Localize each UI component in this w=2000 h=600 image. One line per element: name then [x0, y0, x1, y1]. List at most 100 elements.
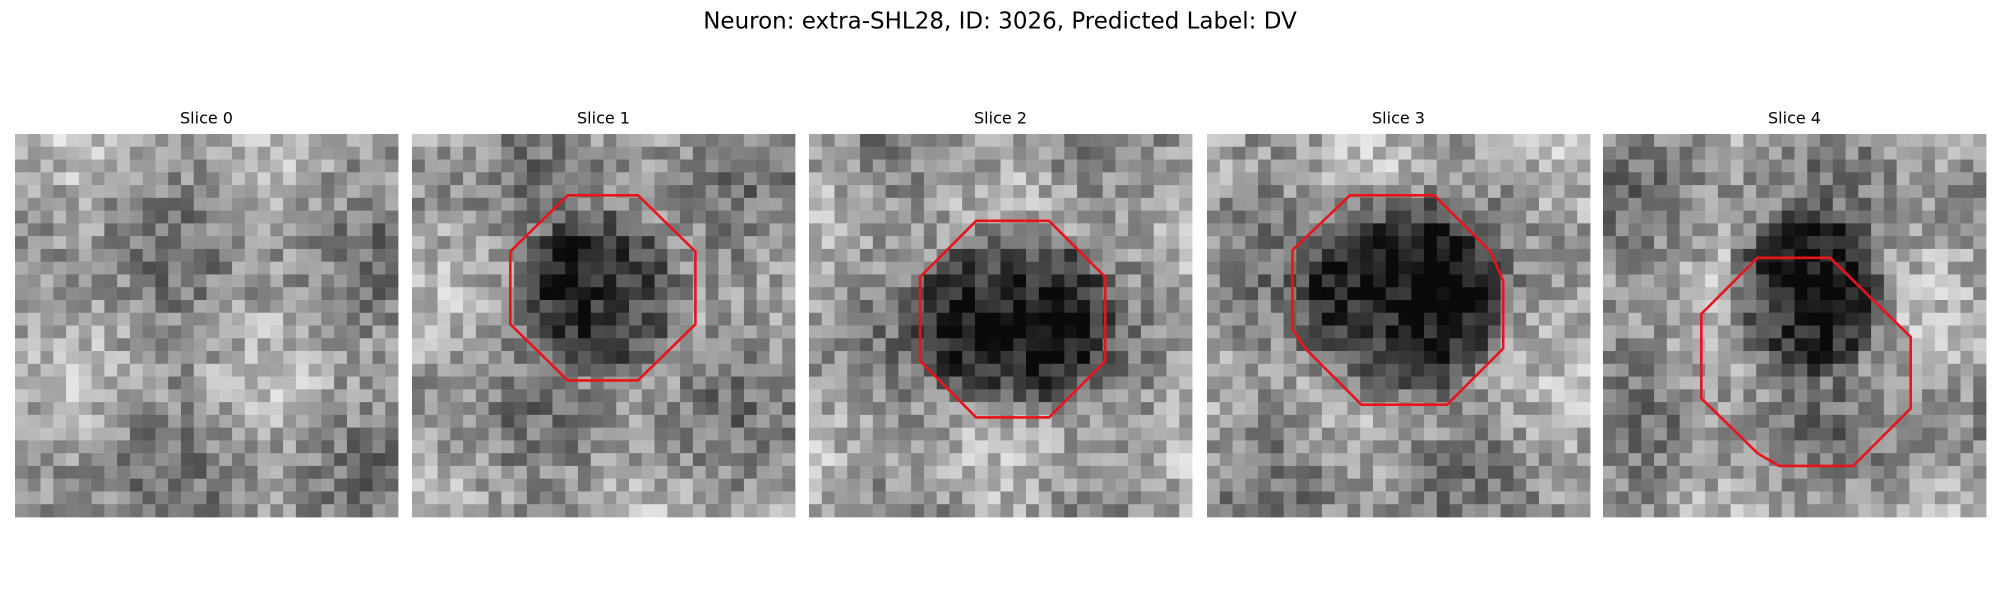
pixel: [1858, 197, 1872, 211]
pixel: [1756, 146, 1770, 160]
pixel: [142, 338, 156, 352]
pixel: [193, 414, 207, 429]
pixel: [885, 261, 899, 275]
pixel: [1615, 261, 1629, 275]
pixel: [1577, 261, 1591, 275]
pixel: [1115, 261, 1129, 275]
pixel: [244, 223, 258, 237]
pixel: [1717, 134, 1732, 148]
pixel: [117, 134, 131, 148]
pixel: [1768, 197, 1783, 211]
pixel: [1089, 223, 1104, 237]
pixel: [1296, 427, 1310, 441]
pixel: [1026, 197, 1040, 211]
pixel: [1296, 134, 1310, 148]
pixel: [872, 172, 886, 186]
pixel: [821, 248, 835, 263]
pixel: [847, 223, 861, 237]
pixel: [1487, 185, 1502, 199]
pixel: [1207, 363, 1221, 377]
pixel: [1026, 465, 1040, 480]
pixel: [680, 185, 694, 199]
pixel: [412, 402, 426, 416]
pixel: [1526, 402, 1540, 416]
pixel: [1500, 261, 1514, 275]
pixel: [692, 197, 707, 211]
pixel: [155, 389, 169, 403]
pixel: [1603, 363, 1617, 377]
pixel: [1526, 338, 1540, 352]
pixel: [155, 453, 169, 467]
pixel: [1321, 287, 1336, 301]
pixel: [1705, 134, 1719, 148]
pixel: [1232, 325, 1246, 339]
pixel: [424, 236, 438, 250]
pixel: [911, 414, 925, 429]
pixel: [219, 402, 233, 416]
pixel: [346, 210, 361, 224]
pixel: [372, 427, 386, 441]
pixel: [1577, 427, 1591, 441]
pixel: [1077, 338, 1091, 352]
pixel: [91, 185, 105, 199]
pixel: [1807, 402, 1821, 416]
pixel: [1321, 414, 1336, 429]
pixel: [1347, 197, 1361, 211]
pixel: [834, 504, 848, 518]
pixel: [565, 287, 579, 301]
pixel: [1832, 465, 1846, 480]
pixel: [40, 325, 54, 339]
pixel: [743, 146, 758, 160]
pixel: [974, 185, 989, 199]
pixel: [1462, 312, 1476, 326]
pixel: [359, 261, 373, 275]
pixel: [1077, 274, 1091, 288]
pixel: [974, 172, 989, 186]
pixel: [756, 363, 770, 377]
pixel: [270, 287, 284, 301]
pixel: [1871, 325, 1885, 339]
pixel: [66, 134, 80, 148]
pixel: [526, 338, 541, 352]
pixel: [860, 261, 874, 275]
pixel: [949, 210, 963, 224]
pixel: [385, 325, 399, 339]
pixel: [1628, 210, 1642, 224]
pixel: [1922, 146, 1936, 160]
pixel: [1398, 504, 1412, 518]
pixel: [359, 210, 373, 224]
pixel: [1462, 427, 1476, 441]
pixel: [1973, 312, 1987, 326]
pixel: [1781, 414, 1795, 429]
pixel: [1436, 414, 1450, 429]
pixel: [1666, 338, 1680, 352]
pixel: [270, 274, 284, 288]
pixel: [809, 185, 823, 199]
pixel: [769, 248, 783, 263]
pixel: [1360, 465, 1374, 480]
pixel: [295, 504, 310, 518]
pixel: [731, 465, 745, 480]
pixel: [1705, 491, 1719, 505]
pixel: [756, 261, 770, 275]
pixel: [180, 236, 195, 250]
pixel: [974, 402, 989, 416]
pixel: [1089, 146, 1104, 160]
pixel: [743, 287, 758, 301]
pixel: [1922, 504, 1936, 518]
pixel: [308, 478, 322, 492]
pixel: [514, 287, 528, 301]
pixel: [1717, 172, 1732, 186]
pixel: [885, 146, 899, 160]
pixel: [168, 363, 182, 377]
pixel: [1538, 389, 1553, 403]
pixel: [1960, 402, 1974, 416]
pixel: [821, 427, 835, 441]
pixel: [923, 338, 938, 352]
pixel: [1424, 453, 1438, 467]
pixel: [1153, 146, 1167, 160]
pixel: [206, 299, 220, 314]
pixel: [1360, 287, 1374, 301]
pixel: [180, 402, 195, 416]
pixel: [1666, 504, 1680, 518]
